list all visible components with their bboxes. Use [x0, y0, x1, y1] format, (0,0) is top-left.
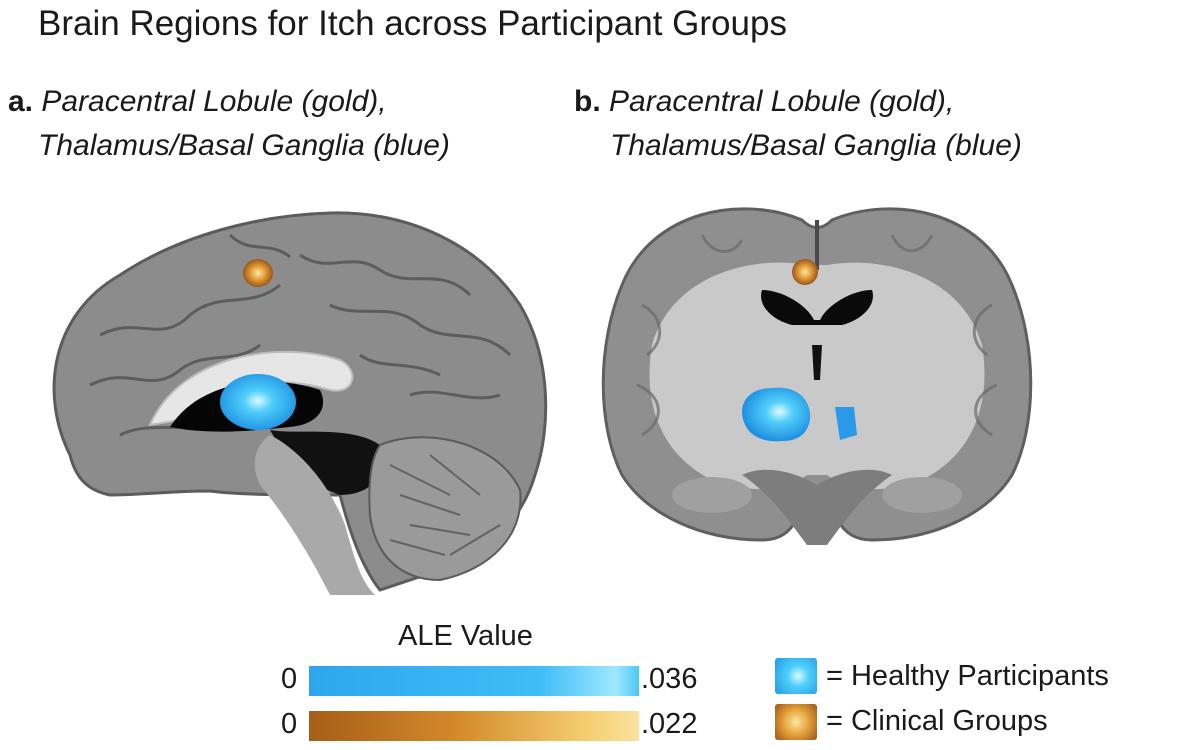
panel-a-caption-line1: Paracentral Lobule (gold),: [41, 85, 387, 118]
thalamus-activation-blob-right: [835, 407, 857, 440]
sagittal-brain-image: [52, 211, 548, 595]
thalamus-activation-blob-left: [742, 387, 811, 442]
gold-colorbar: [309, 711, 639, 741]
panel-b-caption: b. Paracentral Lobule (gold), Thalamus/B…: [574, 80, 1022, 168]
paracentral-activation-blob: [243, 259, 273, 287]
figure-title: Brain Regions for Itch across Participan…: [38, 4, 787, 43]
panel-a-caption-line2: Thalamus/Basal Ganglia (blue): [38, 129, 450, 162]
panel-a-letter: a.: [8, 85, 34, 118]
thalamus-activation-blob: [220, 374, 296, 430]
blue-colorbar-min: 0: [281, 663, 298, 695]
clinical-legend-swatch: [775, 704, 817, 740]
panel-b-caption-line2: Thalamus/Basal Ganglia (blue): [610, 129, 1022, 162]
paracentral-activation-blob: [792, 259, 818, 285]
clinical-legend-label: = Clinical Groups: [826, 705, 1048, 737]
healthy-legend-label: = Healthy Participants: [826, 660, 1109, 692]
lateral-ventricles: [761, 290, 873, 325]
gold-colorbar-max: .022: [641, 708, 698, 740]
blue-colorbar: [309, 666, 639, 696]
coronal-brain-image: [601, 207, 1033, 545]
healthy-legend-swatch: [775, 658, 817, 694]
panel-b-caption-line1: Paracentral Lobule (gold),: [609, 85, 955, 118]
gold-colorbar-min: 0: [281, 708, 298, 740]
blue-colorbar-max: .036: [641, 663, 698, 695]
brainstem: [254, 435, 375, 595]
panel-b-letter: b.: [574, 85, 601, 118]
panel-a-caption: a. Paracentral Lobule (gold), Thalamus/B…: [8, 80, 450, 168]
colorbar-title: ALE Value: [398, 620, 533, 652]
